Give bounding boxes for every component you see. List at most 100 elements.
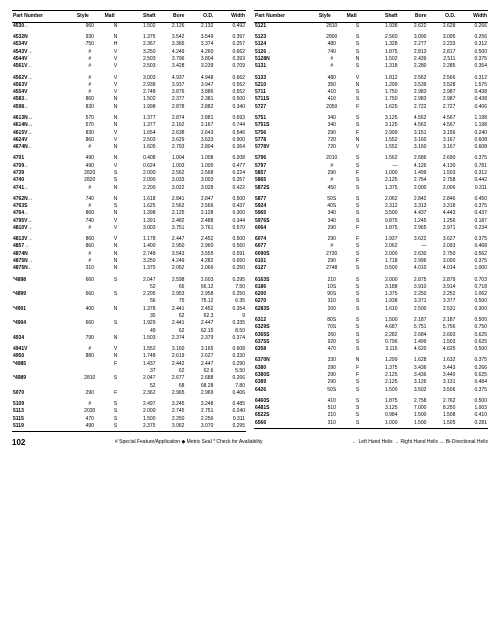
cell: 75 <box>157 298 186 305</box>
cell: 0.693 <box>214 115 246 122</box>
table-row: 5976S340S0.8751.2451.2560.187 <box>254 217 488 224</box>
cell: 2.000 <box>128 408 157 415</box>
cell: 0.330 <box>214 353 246 360</box>
cell: 66 <box>157 284 186 291</box>
cell: 56 <box>128 298 157 305</box>
cell: 6.35 <box>214 298 246 305</box>
cell: 2.362 <box>128 389 157 396</box>
cell: # <box>76 184 104 191</box>
table-row: 6090S2730S2.0002.6302.7500.562 <box>254 250 488 257</box>
cell: 6127 <box>254 265 318 272</box>
table-row: 4813V→860V1.1782.4472.4520.500 <box>12 236 246 243</box>
cell: 4.443 <box>427 210 456 217</box>
cell: 660 <box>76 276 104 283</box>
cell: 3.250 <box>128 48 157 55</box>
cell: 1.605 <box>128 144 157 151</box>
cell: N <box>346 357 370 364</box>
table-row: 5857290F1.0001.4991.5030.312 <box>254 170 488 177</box>
table-row: 4563V#V2.9383.9373.9470.552 <box>12 81 246 88</box>
cell: # <box>76 48 104 55</box>
cell: 2.125 <box>370 372 399 379</box>
cell: 2.882 <box>185 103 214 110</box>
table-row: 4543V→#V3.2504.2494.2600.662 <box>12 48 246 55</box>
cell: 0.500 <box>214 195 246 202</box>
table-row: 4934790N1.5032.3742.3790.374 <box>12 334 246 341</box>
cell: 2.690 <box>427 155 456 162</box>
cell: 5124 <box>254 41 318 48</box>
cell: 1.398 <box>128 210 157 217</box>
table-row: 4763S#S1.6252.5622.5660.437 <box>12 203 246 210</box>
cell <box>12 327 76 334</box>
table-row: 4583←860N1.5022.3772.3810.500 <box>12 96 246 103</box>
cell: 1.500 <box>399 419 428 426</box>
cell: N <box>346 56 370 63</box>
cell: 0.311 <box>456 184 488 191</box>
table-row: 4674N←#N1.6052.7932.8040.364 <box>12 144 246 151</box>
cell: 4875N← <box>12 265 76 272</box>
table-row: 4598←830N1.9982.8782.8820.340 <box>12 103 246 110</box>
cell: 4875N→ <box>12 258 76 265</box>
cell: 290 <box>318 170 346 177</box>
cell: 5872S <box>254 184 318 191</box>
cell: 860 <box>76 210 104 217</box>
cell: 3.506 <box>427 386 456 393</box>
table-row: 5128N#N1.5022.4392.5110.375 <box>254 56 488 63</box>
cell: V <box>104 225 128 232</box>
cell: 1.998 <box>128 103 157 110</box>
cell: 290 <box>318 379 346 386</box>
cell: N <box>104 155 128 162</box>
table-row: 6163S210S2.0002.8752.8790.703 <box>254 276 488 283</box>
cell: 0.375 <box>456 236 488 243</box>
cell: 2.000 <box>370 250 399 257</box>
cell: 4.567 <box>427 122 456 129</box>
cell: 90S <box>318 291 346 298</box>
cell: 0.450 <box>456 195 488 202</box>
table-row: 47402820S2.0003.0333.0030.357 <box>12 177 246 184</box>
cell: 3.090 <box>399 34 428 41</box>
cell: 6101 <box>254 258 318 265</box>
cell: 1.748 <box>128 353 157 360</box>
cell: 1.375 <box>128 265 157 272</box>
cell: 0.311 <box>214 415 246 422</box>
cell: # <box>76 346 104 353</box>
cell: 2.628 <box>427 22 456 30</box>
cell: S <box>346 405 370 412</box>
cell: S <box>346 155 370 162</box>
cell: 4857→ <box>12 243 76 250</box>
cell: N <box>104 243 128 250</box>
table-row: 6101290F1.7182.9963.0000.375 <box>254 258 488 265</box>
cell: 3.377 <box>427 298 456 305</box>
cell: 1.575 <box>456 81 488 88</box>
cell: 720 <box>318 136 346 143</box>
table-row: 496262.158.50 <box>12 327 246 334</box>
table-row: 5711410S1.7502.9832.9870.438 <box>254 89 488 96</box>
cell: 2.126 <box>157 22 186 30</box>
table-row: 47392820S2.0002.5622.5680.224 <box>12 170 246 177</box>
cell: 7.50 <box>214 284 246 291</box>
table-row: 5865#S2.1252.7542.7580.442 <box>254 177 488 184</box>
cell: 2.503 <box>128 56 157 63</box>
cell: 6380 <box>254 364 318 371</box>
cell: 4.948 <box>185 74 214 81</box>
col-header: Bore <box>157 11 186 23</box>
cell: 4530← <box>12 22 76 30</box>
cell: 3.250 <box>128 258 157 265</box>
footer: 102 # Special Feature/Application ◆ Metr… <box>12 438 488 447</box>
cell: 4741← <box>12 184 76 191</box>
cell: 62.15 <box>185 327 214 334</box>
cell: 2.879 <box>427 276 456 283</box>
cell: 2.793 <box>157 144 186 151</box>
cell: *4901 <box>12 305 76 312</box>
cell: 2.252 <box>427 291 456 298</box>
cell: 0.437 <box>214 203 246 210</box>
cell: 2.950 <box>157 243 186 250</box>
cell: 4874N <box>12 250 76 257</box>
cell: 2.200 <box>128 184 157 191</box>
cell: 2.531 <box>427 305 456 312</box>
table-row: 51132030S2.0002.7452.7510.240 <box>12 408 246 415</box>
cell: N <box>104 22 128 30</box>
cell: 2.452 <box>185 236 214 243</box>
cell: 6186 <box>254 284 318 291</box>
cell: 2.727 <box>427 103 456 110</box>
cell: 6064 <box>254 225 318 232</box>
